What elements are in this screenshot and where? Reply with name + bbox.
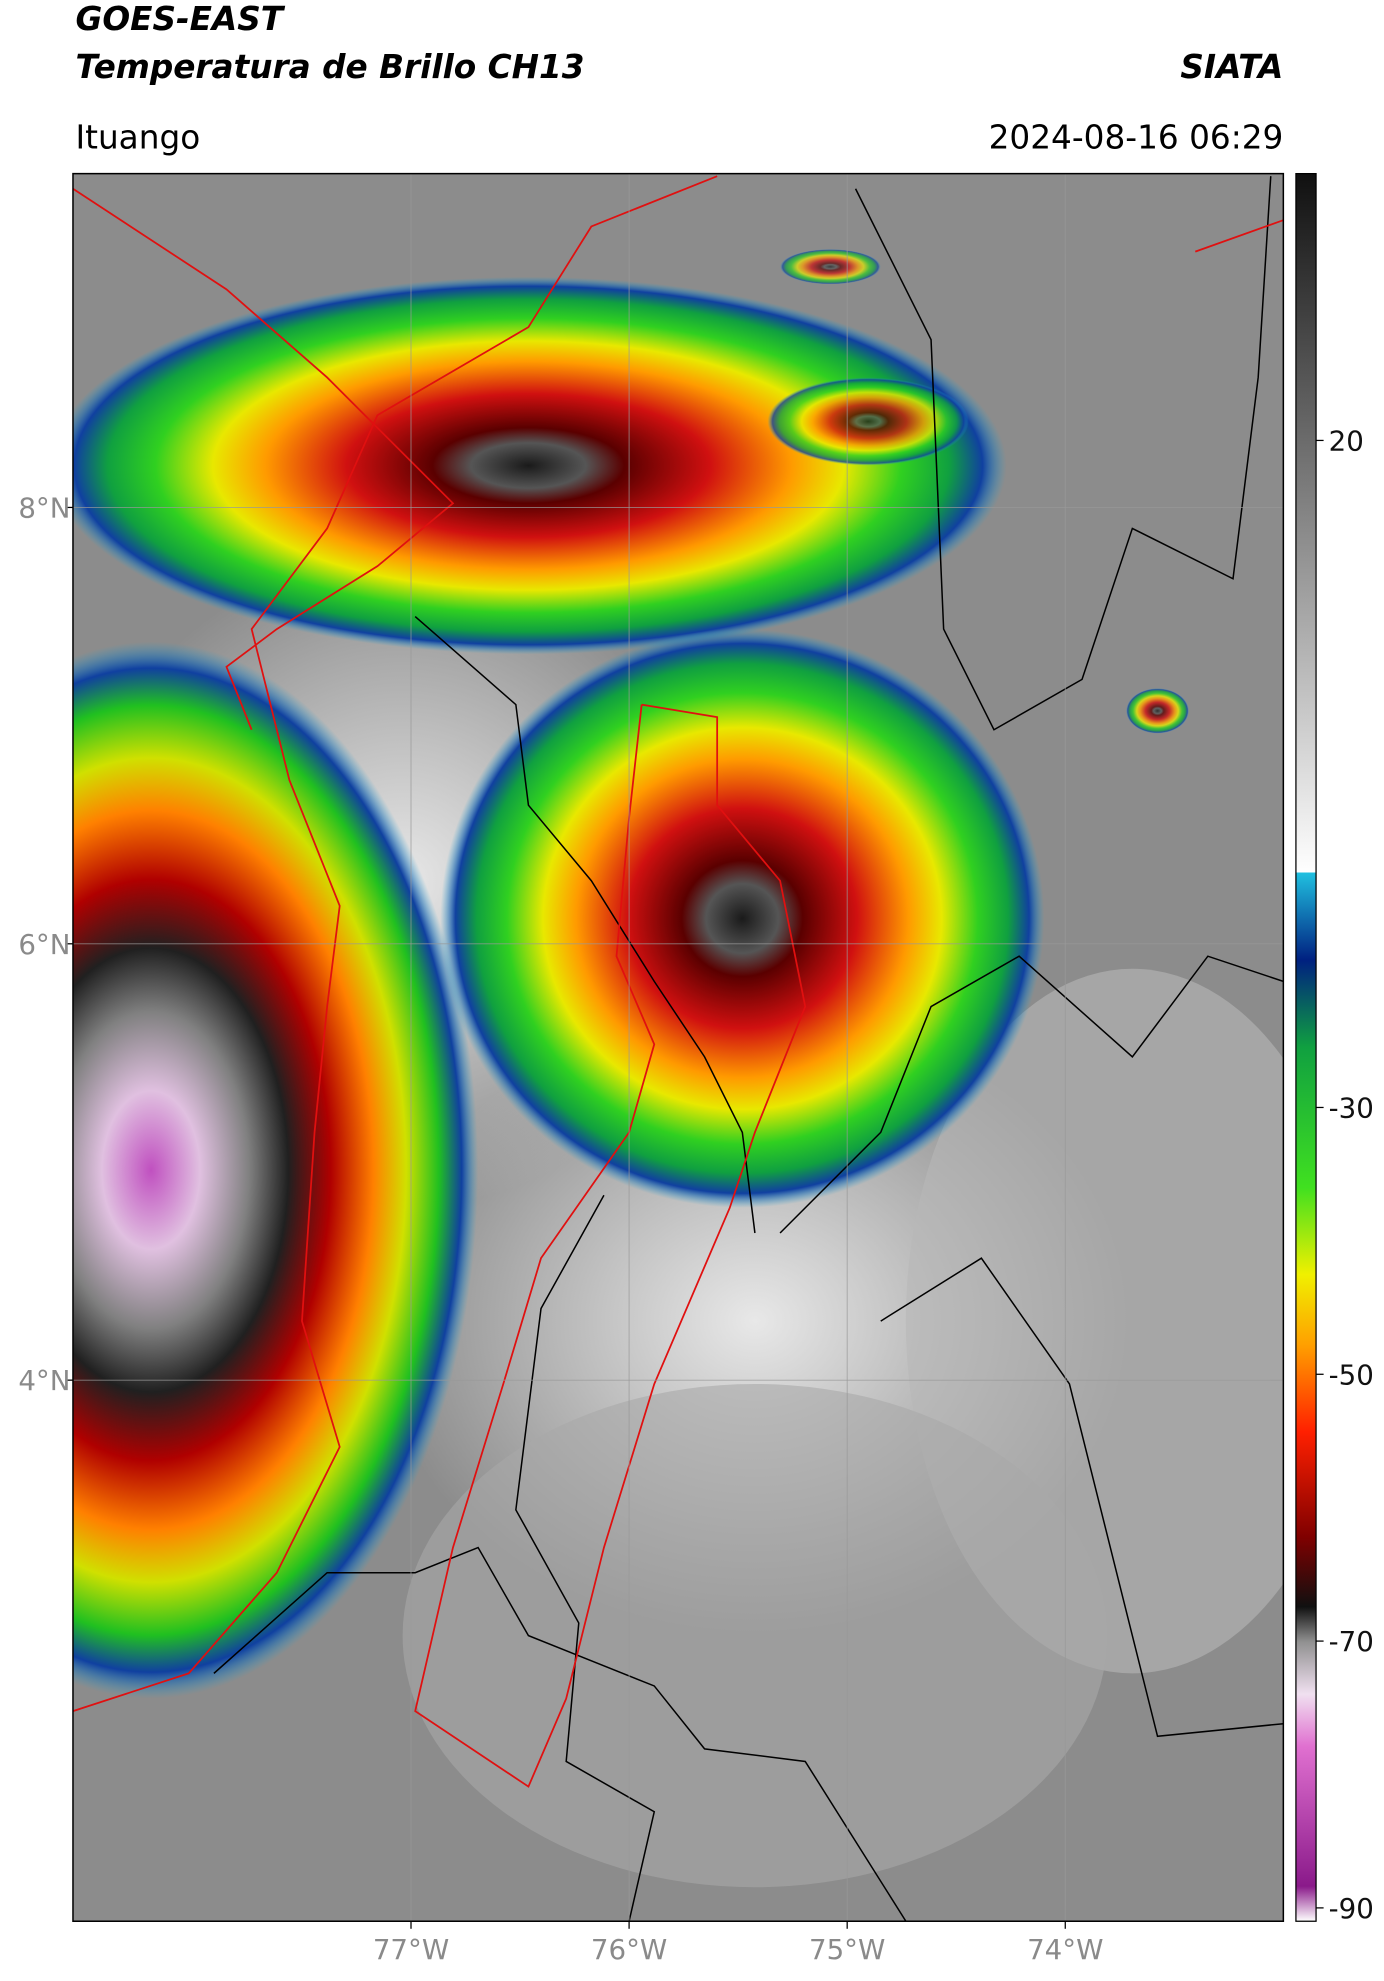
storm-cell xyxy=(72,276,1007,655)
x-tick-label: 76°W xyxy=(591,1933,667,1966)
x-tick-label: 74°W xyxy=(1027,1933,1103,1966)
border xyxy=(515,1194,656,1922)
colorbar-ticks: 20 -30 -50 -70 -90 xyxy=(1316,425,1374,1925)
map-frame xyxy=(72,172,1285,1922)
timestamp: 2024-08-16 06:29 xyxy=(989,118,1284,156)
colorbar-tick-label: -50 xyxy=(1329,1358,1374,1391)
admin-borders xyxy=(72,175,1284,1788)
map xyxy=(72,173,1284,1922)
colorbar-tick-label: -70 xyxy=(1329,1625,1374,1658)
y-tick-label: 8°N xyxy=(18,492,70,525)
storm-cell xyxy=(767,377,969,466)
location: Ituango xyxy=(75,118,200,156)
colorbar-tick-label: -30 xyxy=(1329,1092,1374,1125)
y-tick-label: 6°N xyxy=(18,928,70,961)
border xyxy=(880,1257,1284,1738)
border xyxy=(213,1546,907,1922)
colorbar-tick-label: -90 xyxy=(1329,1892,1374,1925)
x-tick-label: 75°W xyxy=(809,1933,885,1966)
x-tick-label: 77°W xyxy=(373,1933,449,1966)
storm-cell xyxy=(780,249,881,285)
red-border xyxy=(72,175,718,1712)
storm-cell xyxy=(440,629,1045,1208)
red-border xyxy=(1194,219,1284,253)
grid xyxy=(72,173,1284,1922)
red-border xyxy=(72,187,455,731)
colorbar-tick-label: 20 xyxy=(1329,425,1364,458)
borders xyxy=(213,176,1284,1922)
title: GOES-EAST xyxy=(75,0,285,38)
colorbar xyxy=(1295,172,1317,1922)
subtitle: Temperatura de Brillo CH13 xyxy=(75,48,584,86)
cloud-haze xyxy=(402,1383,1108,1888)
source: SIATA xyxy=(1180,48,1283,86)
axes-labels: 77°W 76°W 75°W 74°W 8°N 6°N 4°N xyxy=(18,492,1103,1966)
border xyxy=(779,955,1284,1234)
storm-cell xyxy=(1126,688,1189,734)
border xyxy=(414,615,756,1234)
y-tick-label: 4°N xyxy=(18,1364,70,1397)
border xyxy=(854,176,1272,731)
red-border xyxy=(414,703,807,1788)
storm-cell xyxy=(72,641,479,1699)
